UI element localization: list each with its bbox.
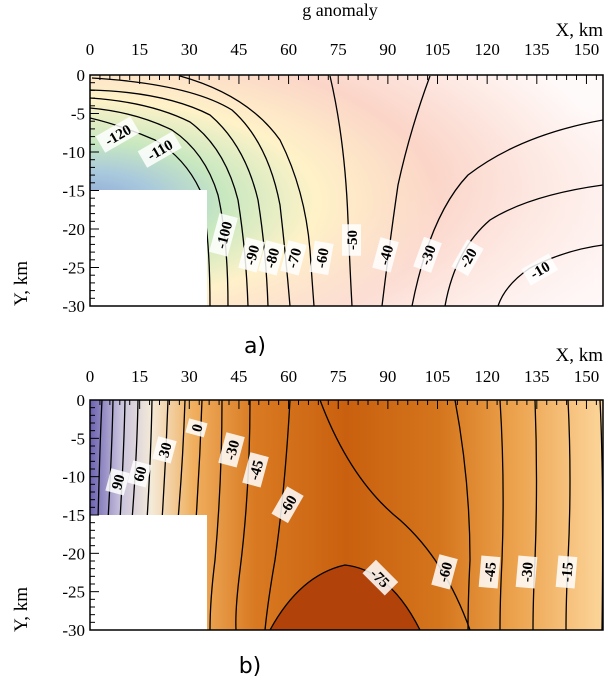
panel-b-contour-label-text: -45 (247, 459, 268, 482)
panel-a-contour-label: -50 (342, 224, 361, 256)
panel-b-label: b) (239, 654, 262, 679)
panel-b-contour-label: 90 (105, 468, 130, 496)
panel-b-xlabel: X, km (556, 345, 604, 366)
panel-a-ylabel: Y, km (11, 261, 32, 306)
panel-a-x-tick-label: 45 (230, 40, 247, 59)
panel-b-contour-label: -30 (218, 432, 245, 468)
panel-b-x-tick-label: 15 (131, 367, 148, 386)
panel-a-contour-label-text: -60 (313, 247, 332, 269)
panel-b-y-tick-label: -5 (71, 429, 85, 448)
panel-a-contour-label: -100 (209, 213, 238, 257)
panel-b-masked-region (90, 515, 207, 630)
panel-a-y-tick-label: -10 (62, 143, 85, 162)
panel-a-x-ticks: 0 15 30 45 60 75 90 105 120 135 150 (86, 40, 599, 84)
panel-b-contour-label-text: -30 (519, 561, 537, 582)
panel-a-contour-label-text: -30 (418, 243, 440, 267)
panel-b-contour-label-text: -60 (436, 561, 457, 584)
panel-b-x-tick-label: 90 (379, 367, 396, 386)
panel-b-y-ticks: 0 -5 -10 -15 -20 -25 -30 (62, 391, 99, 640)
panel-a-x-tick-label: 15 (131, 40, 148, 59)
panel-a-contour-label-text: -100 (214, 220, 237, 251)
panel-a-contour-label: -30 (413, 236, 442, 273)
panel-b-x-tick-label: 105 (425, 367, 451, 386)
panel-b-x-tick-label: 45 (230, 367, 247, 386)
panel-a-y-tick-label: -25 (62, 259, 85, 278)
panel-a-contour-label-text: -50 (345, 230, 361, 250)
panel-b-x-tick-label: 30 (181, 367, 198, 386)
panel-b-contour-label: 30 (152, 436, 177, 464)
panel-a-y-ticks: 0 -5 -10 -15 -20 -25 -30 (62, 66, 99, 316)
panel-b-x-tick-label: 120 (474, 367, 500, 386)
panel-a-contour-label-text: -80 (263, 247, 284, 270)
panel-b-y-tick-label: -10 (62, 468, 85, 487)
panel-b-x-tick-label: 75 (330, 367, 347, 386)
panel-a-x-tick-label: 75 (330, 40, 347, 59)
panel-a-x-tick-label: 30 (181, 40, 198, 59)
panel-b-contour-label: -30 (515, 555, 538, 589)
panel-a-y-tick-label: -5 (71, 105, 85, 124)
panel-a-x-tick-label: 120 (474, 40, 500, 59)
panel-a-masked-region (90, 190, 207, 306)
panel-a-y-tick-label: -20 (62, 220, 85, 239)
panel-b-ylabel: Y, km (11, 587, 32, 632)
panel-b-contour-label: 0 (185, 418, 208, 438)
panel-b-contours (97, 400, 603, 630)
panel-a-contour-label: -60 (309, 240, 334, 276)
panel-a-contour-labels: -120-110-100-90 -80 -70 -60-50-40 -30 -20 -10 (95, 116, 559, 286)
panel-a-label: a) (244, 334, 266, 359)
panel-b-x-tick-label: 0 (86, 367, 95, 386)
panel-b-y-tick-label: -15 (62, 506, 85, 525)
panel-a-xlabel: X, km (556, 20, 604, 41)
panel-b-field (90, 400, 603, 630)
panel-b-contour-label: -60 (431, 554, 458, 590)
panel-b-contour-label-text: 0 (189, 423, 206, 434)
panel-b-x-tick-label: 135 (524, 367, 550, 386)
panel-a-y-tick-label: 0 (77, 66, 86, 85)
panel-b-contour-label: -15 (555, 555, 578, 589)
panel-b-y-tick-label: -30 (62, 621, 85, 640)
panel-b-contour-label-text: 30 (156, 441, 175, 460)
panel-b-contour-label-text: 60 (131, 465, 150, 484)
panel-b-contour-label: -45 (478, 555, 501, 589)
panel-a-x-tick-label: 60 (280, 40, 297, 59)
panel-a-x-tick-label: 105 (425, 40, 451, 59)
panel-a-contour-label: -80 (258, 240, 285, 276)
panel-b-x-tick-label: 60 (280, 367, 297, 386)
panel-a-contour-label-text: -90 (243, 244, 264, 267)
panel-a-contour-label: -40 (372, 237, 399, 273)
panel-b-contour-label-text: -30 (223, 439, 244, 462)
panel-b-contour-label: 60 (127, 460, 152, 488)
panel-b-contour-label-text: -45 (482, 561, 500, 582)
panel-a: -120-110-100-90 -80 -70 -60-50-40 -30 -20 -10 … (11, 20, 604, 359)
panel-b-contour-label-text: 90 (109, 473, 128, 492)
panel-a-contour-label: -90 (238, 237, 265, 273)
panel-b-y-tick-label: 0 (77, 391, 86, 410)
panel-b-x-tick-label: 150 (574, 367, 600, 386)
panel-b-y-tick-label: -25 (62, 583, 85, 602)
panel-a-y-tick-label: -30 (62, 297, 85, 316)
panel-b-contour-label: -45 (242, 452, 269, 488)
panel-a-field (90, 75, 603, 306)
header-text: g anomaly (302, 0, 377, 20)
panel-a-contour-label: -70 (280, 240, 307, 276)
panel-a-x-tick-label: 135 (524, 40, 550, 59)
panel-a-x-tick-label: 90 (379, 40, 396, 59)
panel-a-contour-label-text: -70 (285, 247, 306, 270)
panel-a-contour-label-text: -40 (377, 244, 398, 267)
panel-b-y-tick-label: -20 (62, 544, 85, 563)
panel-a-x-tick-label: 150 (574, 40, 600, 59)
panel-b-x-ticks: 0 15 30 45 60 75 90 105 120 135 150 (86, 367, 599, 409)
panel-a-y-tick-label: -15 (62, 182, 85, 201)
panel-a-x-tick-label: 0 (86, 40, 95, 59)
panel-b-contour-label-text: -15 (559, 561, 577, 582)
